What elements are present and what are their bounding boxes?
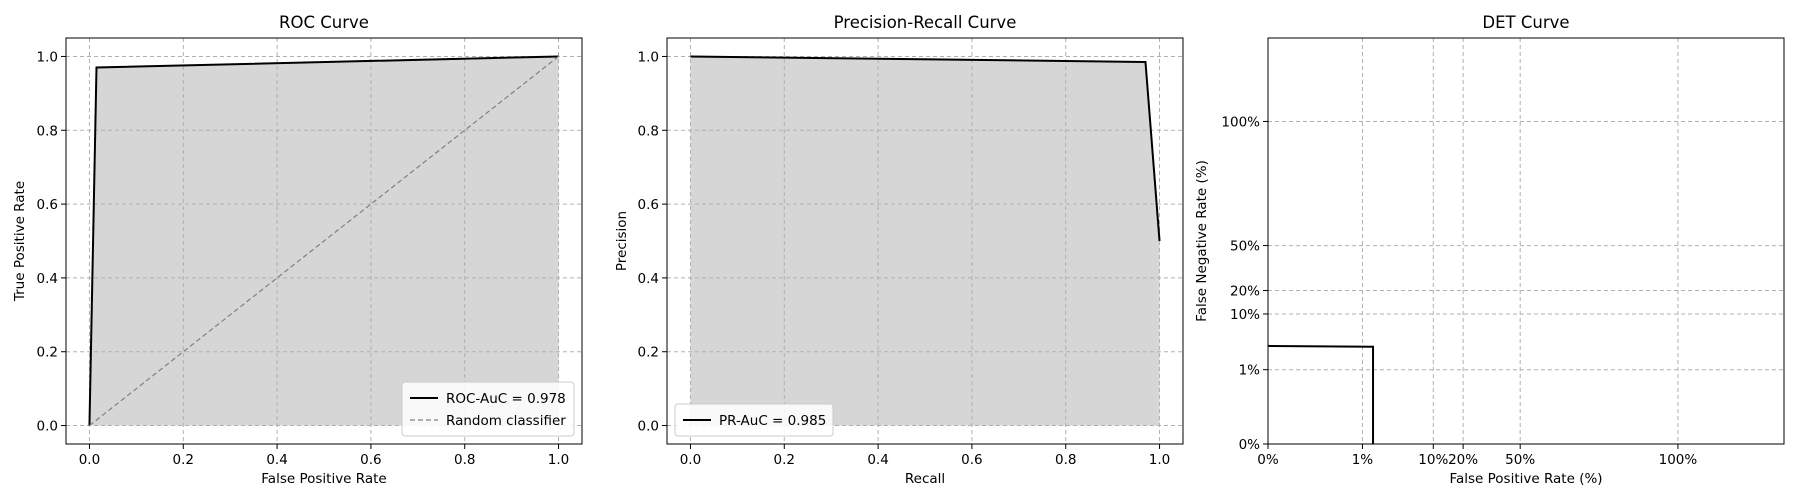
roc-x-axis-label: False Positive Rate	[261, 471, 386, 487]
det-y-tick-label: 20%	[1230, 283, 1260, 299]
roc-y-axis-label: True Positive Rate	[12, 181, 28, 302]
det-y-tick-label: 10%	[1230, 307, 1260, 323]
pr-x-tick-label: 0.0	[680, 452, 701, 468]
pr-y-tick-label: 0.6	[638, 197, 659, 213]
det-x-tick-label: 50%	[1505, 452, 1535, 468]
roc-legend: ROC-AuC = 0.978 Random classifier	[401, 381, 575, 437]
roc-y-tick-label: 0.4	[37, 271, 58, 287]
roc-series-line-1	[89, 55, 559, 427]
pr-x-tick-label: 0.4	[867, 452, 888, 468]
pr-x-tick-label: 0.6	[961, 452, 982, 468]
det-x-tick-label: 20%	[1448, 452, 1478, 468]
roc-legend-label: Random classifier	[446, 413, 566, 429]
roc-y-tick-label: 0.0	[37, 419, 58, 435]
det-y-tick-label: 100%	[1221, 114, 1260, 130]
det-panel: DET Curve False Positive Rate (%) False …	[1194, 13, 1785, 487]
roc-y-tick-label: 0.6	[37, 197, 58, 213]
roc-x-tick-label: 0.4	[266, 452, 287, 468]
roc-legend-box	[401, 381, 575, 437]
det-x-tick-label: 10%	[1418, 452, 1448, 468]
pr-legend: PR-AuC = 0.985	[674, 403, 834, 437]
pr-title: Precision-Recall Curve	[834, 13, 1017, 32]
pr-legend-label: PR-AuC = 0.985	[719, 413, 826, 429]
pr-area-fill-0	[690, 56, 1160, 426]
det-y-tick-label: 1%	[1239, 363, 1261, 379]
det-axes-frame	[1267, 37, 1785, 445]
det-y-axis-label: False Negative Rate (%)	[1194, 160, 1210, 322]
pr-x-tick-label: 0.8	[1055, 452, 1076, 468]
roc-panel: ROC Curve False Positive Rate True Posit…	[12, 13, 583, 487]
det-x-axis-label: False Positive Rate (%)	[1449, 471, 1602, 487]
roc-axes-frame	[65, 37, 583, 445]
det-x-tick-label: 0%	[1257, 452, 1279, 468]
roc-x-tick-label: 0.8	[454, 452, 475, 468]
roc-x-tick-label: 1.0	[548, 452, 569, 468]
det-title: DET Curve	[1482, 13, 1569, 32]
roc-series-line-0	[88, 55, 559, 426]
roc-x-tick-label: 0.6	[360, 452, 381, 468]
det-y-tick-label: 0%	[1239, 437, 1261, 453]
pr-y-axis-label: Precision	[614, 211, 630, 271]
pr-series-line-0	[690, 55, 1161, 242]
det-x-tick-label: 100%	[1659, 452, 1698, 468]
pr-x-axis-label: Recall	[905, 471, 945, 487]
pr-y-tick-label: 0.4	[638, 271, 659, 287]
pr-y-tick-label: 1.0	[638, 49, 659, 65]
det-y-tick-label: 50%	[1230, 239, 1260, 255]
roc-y-tick-label: 0.2	[37, 345, 58, 361]
roc-y-tick-label: 1.0	[37, 49, 58, 65]
pr-axes-frame	[666, 37, 1184, 445]
roc-y-tick-label: 0.8	[37, 123, 58, 139]
det-series-line-0	[1267, 344, 1375, 444]
pr-y-tick-label: 0.8	[638, 123, 659, 139]
pr-panel: Precision-Recall Curve Recall Precision …	[614, 13, 1184, 487]
pr-y-tick-label: 0.2	[638, 345, 659, 361]
roc-legend-label: ROC-AuC = 0.978	[446, 391, 566, 407]
pr-y-tick-label: 0.0	[638, 419, 659, 435]
det-x-tick-label: 1%	[1352, 452, 1374, 468]
pr-x-tick-label: 1.0	[1149, 452, 1170, 468]
roc-x-tick-label: 0.2	[173, 452, 194, 468]
roc-title: ROC Curve	[279, 13, 369, 32]
roc-x-tick-label: 0.0	[79, 452, 100, 468]
pr-x-tick-label: 0.2	[774, 452, 795, 468]
pr-legend-box	[674, 403, 834, 437]
